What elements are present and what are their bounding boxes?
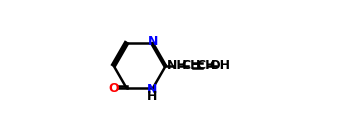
Text: O: O: [109, 82, 119, 95]
Text: N: N: [148, 35, 159, 48]
Text: NH: NH: [167, 59, 188, 72]
Text: OH: OH: [209, 59, 231, 72]
Text: H: H: [147, 90, 157, 103]
Text: N: N: [147, 83, 157, 96]
Text: CH: CH: [196, 59, 216, 72]
Text: CH: CH: [181, 59, 201, 72]
